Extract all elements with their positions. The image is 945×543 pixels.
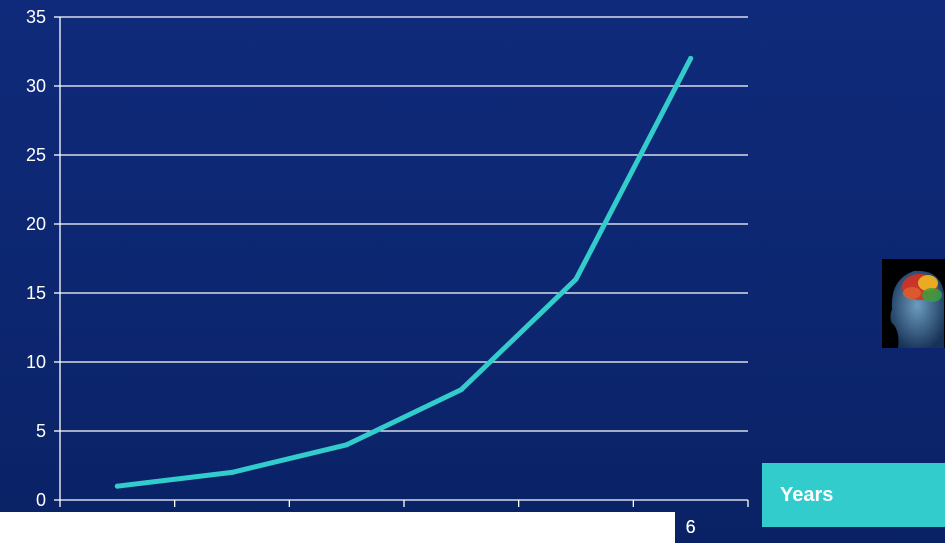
- y-tick-label: 15: [26, 283, 46, 303]
- y-tick-label: 5: [36, 421, 46, 441]
- series: [114, 55, 694, 489]
- y-tick-labels: 0 5 10 15 20 25 30 35: [26, 7, 46, 510]
- data-point: [229, 469, 235, 475]
- y-tick-label: 0: [36, 490, 46, 510]
- brain-head-icon: [882, 259, 945, 348]
- data-point: [114, 483, 120, 489]
- data-point: [573, 276, 579, 282]
- x-tick-label: 6: [686, 517, 696, 537]
- y-tick-label: 25: [26, 145, 46, 165]
- axes: [59, 17, 749, 507]
- y-tick-label: 10: [26, 352, 46, 372]
- y-tick-label: 20: [26, 214, 46, 234]
- y-tick-label: 30: [26, 76, 46, 96]
- x-axis-label: Years: [762, 463, 945, 527]
- overlay-white-box: [0, 512, 675, 543]
- data-point: [688, 55, 694, 61]
- y-tick-label: 35: [26, 7, 46, 27]
- data-point: [458, 387, 464, 393]
- data-point: [344, 442, 350, 448]
- series-line: [114, 55, 694, 489]
- gridlines: [54, 16, 748, 501]
